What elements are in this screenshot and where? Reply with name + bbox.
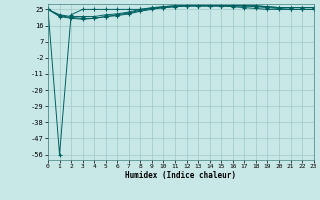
X-axis label: Humidex (Indice chaleur): Humidex (Indice chaleur) — [125, 171, 236, 180]
